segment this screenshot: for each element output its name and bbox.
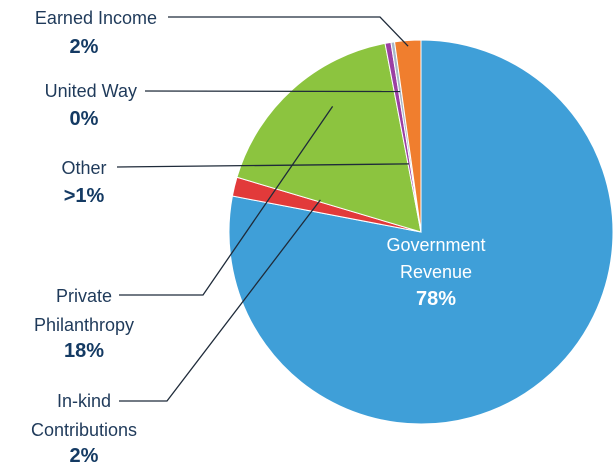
pie-slice-government-revenue xyxy=(228,39,613,425)
label-government-revenue-pct: 78% xyxy=(416,288,456,310)
label-government-revenue-name-2: Revenue xyxy=(400,262,472,282)
label-private-philanthropy-name-2: Philanthropy xyxy=(34,315,134,335)
label-government-revenue-name-1: Government xyxy=(386,235,485,255)
leader-private-philanthropy xyxy=(119,106,334,296)
leader-lines xyxy=(116,16,410,402)
leader-earned-income xyxy=(168,16,409,47)
label-private-philanthropy-name-1: Private xyxy=(56,286,112,306)
leader-in-kind xyxy=(119,199,321,402)
leader-united-way xyxy=(144,90,401,93)
label-united-way-name: United Way xyxy=(45,81,137,101)
label-earned-income-name: Earned Income xyxy=(35,8,157,28)
pie-slice-private-philanthropy xyxy=(236,42,422,233)
pie-slice-earned-income xyxy=(393,39,422,233)
leader-other xyxy=(116,163,410,168)
label-earned-income-pct: 2% xyxy=(70,36,99,58)
label-united-way-pct: 0% xyxy=(70,108,99,130)
label-other-name: Other xyxy=(61,158,106,178)
pie-slices xyxy=(228,39,613,425)
label-in-kind-name-2: Contributions xyxy=(31,420,137,440)
label-private-philanthropy-pct: 18% xyxy=(64,340,104,362)
label-other-pct: >1% xyxy=(64,185,105,207)
label-in-kind-name-1: In-kind xyxy=(57,391,111,411)
label-in-kind-pct: 2% xyxy=(70,445,99,466)
